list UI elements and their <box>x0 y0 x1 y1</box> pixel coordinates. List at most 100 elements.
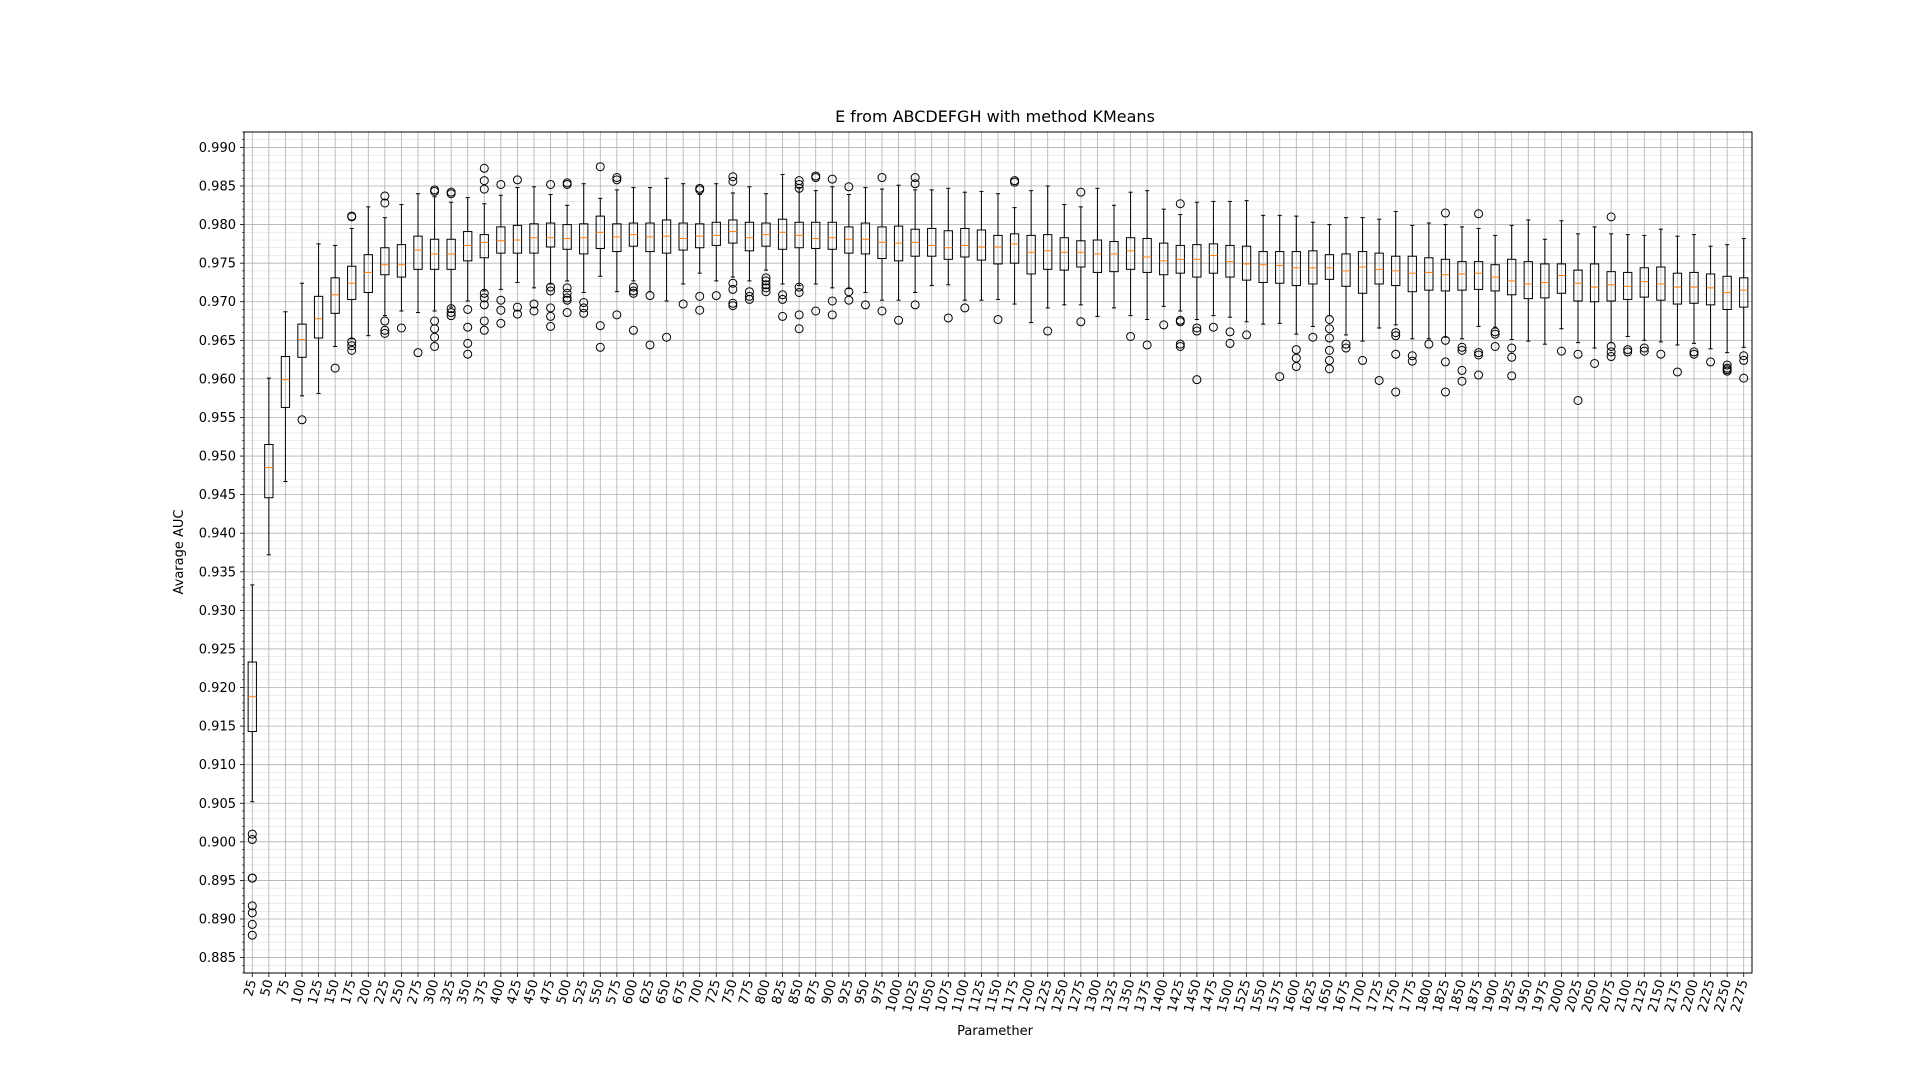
outlier-point <box>247 829 257 839</box>
x-tick-label: 250 <box>388 978 409 1006</box>
box-iqr <box>1739 277 1749 308</box>
outlier-point <box>1175 341 1185 351</box>
outlier-point <box>512 302 522 312</box>
box-iqr <box>1059 237 1069 271</box>
y-tick-label: 0.930 <box>199 604 236 619</box>
box-iqr <box>960 227 970 258</box>
box-iqr <box>396 244 407 278</box>
box-iqr <box>1490 264 1500 292</box>
box-2100 <box>1623 234 1633 357</box>
outlier-point <box>1407 351 1417 361</box>
box-1475 <box>1208 200 1219 332</box>
outlier-point <box>794 179 804 189</box>
box-950 <box>860 187 871 310</box>
outlier-point <box>612 173 622 183</box>
box-825 <box>777 173 788 321</box>
x-tick-label: 75 <box>275 978 294 998</box>
outlier-point <box>1341 343 1351 353</box>
outlier-point <box>628 325 638 335</box>
x-tick-label: 100 <box>289 978 310 1006</box>
outlier-point <box>380 325 390 335</box>
x-tick-label: 125 <box>306 978 327 1006</box>
outlier-point <box>678 299 688 309</box>
outlier-point <box>761 276 771 286</box>
box-1900 <box>1490 234 1500 351</box>
outlier-point <box>612 175 622 185</box>
box-300 <box>429 185 440 351</box>
outlier-point <box>247 835 257 845</box>
x-tick-label: 175 <box>339 978 360 1006</box>
outlier-point <box>1324 345 1334 355</box>
outlier-point <box>877 173 887 183</box>
box-iqr <box>1407 255 1417 293</box>
outlier-point <box>330 363 340 373</box>
outlier-point <box>794 183 804 193</box>
outlier-point <box>1142 340 1152 350</box>
box-675 <box>678 183 688 309</box>
box-iqr <box>1192 244 1202 278</box>
outlier-point <box>1606 347 1616 357</box>
x-tick-label: 950 <box>852 978 873 1006</box>
outlier-point <box>711 291 721 301</box>
x-tick-label: 200 <box>355 978 376 1006</box>
outlier-point <box>297 415 307 425</box>
box-iqr <box>678 222 688 251</box>
outlier-point <box>728 176 738 186</box>
box-iqr <box>1258 251 1268 283</box>
outlier-point <box>1739 373 1749 383</box>
outlier-point <box>430 332 440 342</box>
outlier-point <box>1424 339 1434 349</box>
box-500 <box>562 178 572 318</box>
box-2150 <box>1656 228 1666 359</box>
box-iqr <box>1275 251 1285 284</box>
box-725 <box>711 183 721 301</box>
outlier-point <box>744 291 754 301</box>
box-iqr <box>1689 271 1699 304</box>
box-2275 <box>1739 237 1749 383</box>
outlier-point <box>1159 320 1169 330</box>
box-iqr <box>264 443 274 499</box>
outlier-point <box>1391 331 1401 341</box>
box-1125 <box>976 190 987 301</box>
box-325 <box>446 187 456 321</box>
box-1950 <box>1523 219 1533 342</box>
y-tick-label: 0.910 <box>199 758 236 773</box>
y-tick-label: 0.960 <box>199 372 236 387</box>
x-tick-label: 450 <box>521 978 542 1006</box>
box-iqr <box>1606 271 1616 302</box>
outlier-point <box>728 284 738 294</box>
box-iqr <box>1324 254 1335 280</box>
outlier-point <box>546 311 556 321</box>
outlier-point <box>1440 335 1450 345</box>
outlier-point <box>347 345 357 355</box>
box-1500 <box>1225 200 1235 348</box>
box-iqr <box>413 235 423 270</box>
box-iqr <box>529 223 539 254</box>
outlier-point <box>1474 209 1484 219</box>
outlier-point <box>910 173 920 183</box>
outlier-point <box>794 324 804 334</box>
outlier-point <box>910 179 920 189</box>
box-2200 <box>1689 234 1699 359</box>
x-tick-label: 900 <box>819 978 840 1006</box>
box-225 <box>380 191 390 338</box>
y-tick-label: 0.975 <box>199 257 236 272</box>
outlier-point <box>446 311 456 321</box>
y-tick-label: 0.920 <box>199 681 236 696</box>
outlier-point <box>579 308 589 318</box>
box-525 <box>579 183 589 318</box>
y-tick-label: 0.985 <box>199 180 236 195</box>
y-tick-label: 0.915 <box>199 720 236 735</box>
outlier-point <box>1623 347 1633 357</box>
box-425 <box>512 175 523 319</box>
outlier-point <box>479 293 489 303</box>
y-tick-label: 0.945 <box>199 488 236 503</box>
outlier-point <box>562 293 572 303</box>
outlier-point <box>247 908 257 918</box>
box-1100 <box>960 191 970 313</box>
box-1000 <box>893 184 904 325</box>
box-2000 <box>1556 220 1567 356</box>
y-axis-label: Avarage AUC <box>172 510 187 595</box>
outlier-point <box>1308 332 1318 342</box>
outlier-point <box>1324 324 1334 334</box>
